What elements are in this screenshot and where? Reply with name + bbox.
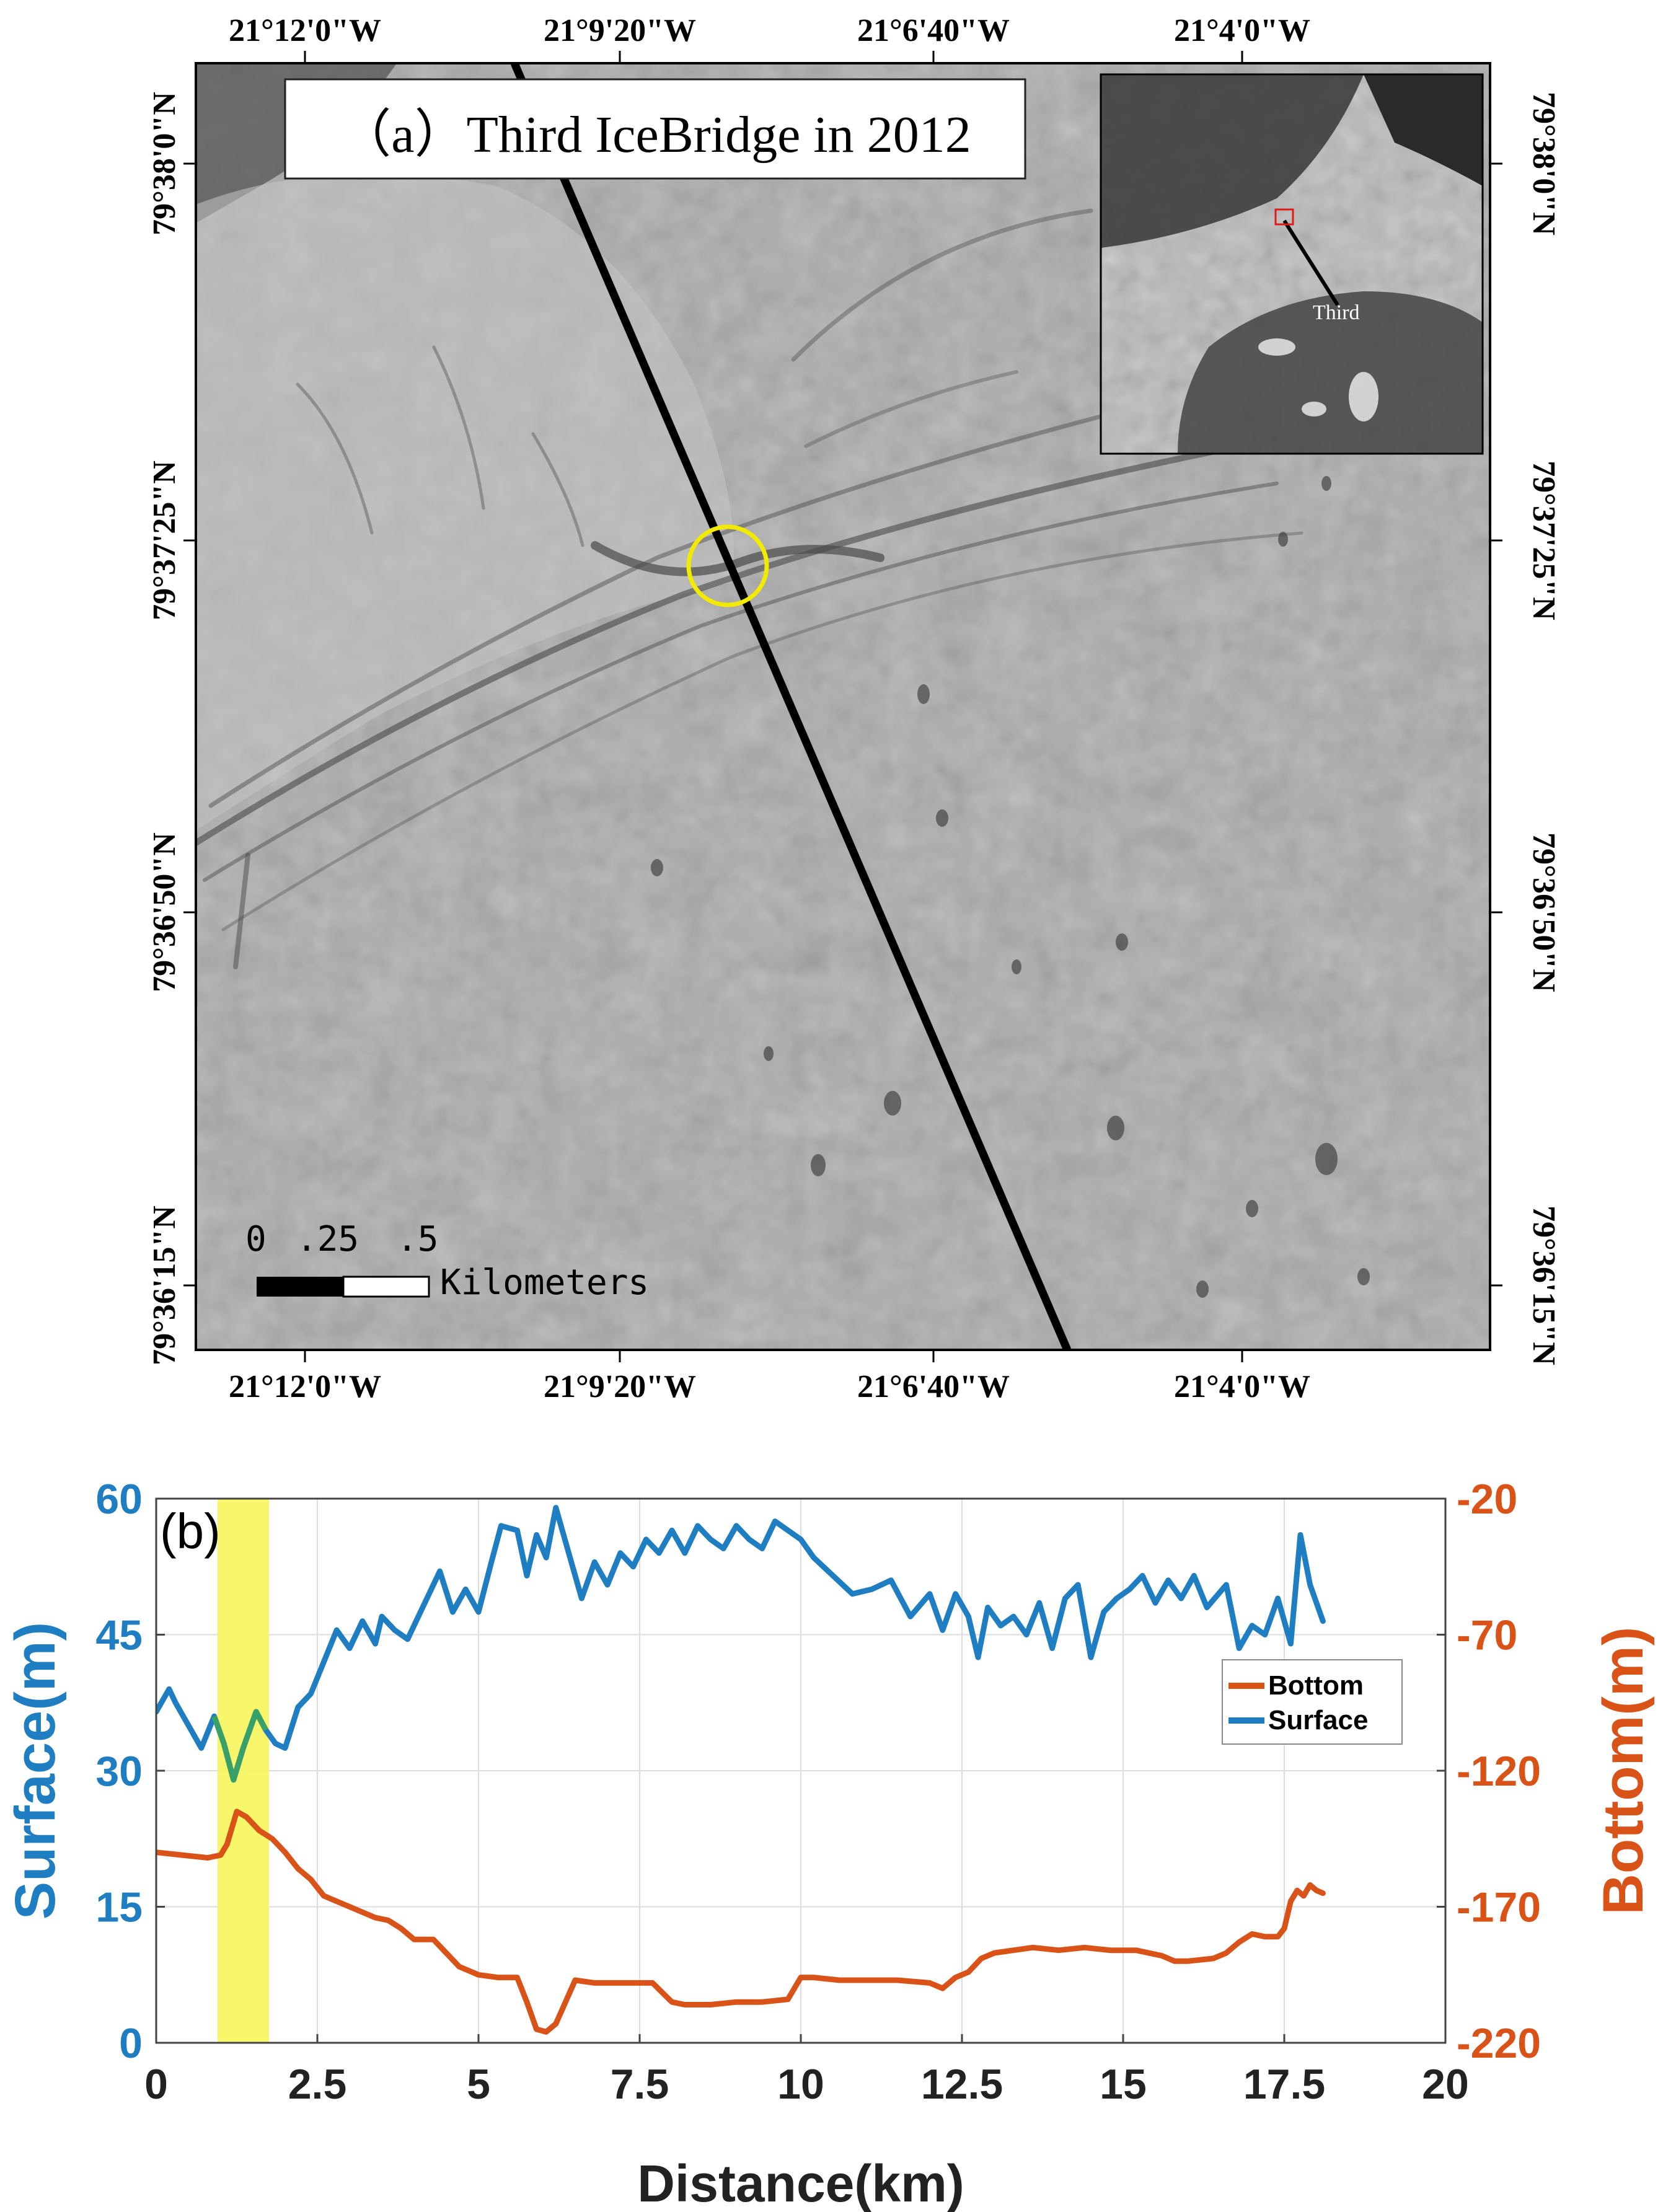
scale-unit: Kilometers — [440, 1262, 649, 1303]
series-layer — [156, 1505, 1326, 2035]
y-right-tick-label: -70 — [1457, 1612, 1517, 1659]
lat-right-2: 79°37'25"N — [1526, 460, 1561, 620]
axes: 0 2.5 5 7.5 10 12.5 15 17.5 20 0 15 30 45 60 -220 -170 -… — [4, 1476, 1655, 2212]
lat-ticks: 79°38'0"N 79°37'25"N 79°36'50"N 79°36'15… — [147, 92, 1561, 1365]
y-left-tick-label: 30 — [95, 1748, 143, 1795]
lon-top-4: 21°4'0"W — [1174, 13, 1310, 48]
series-line-surface — [156, 1505, 1326, 1783]
map-title: （a）Third IceBridge in 2012 — [339, 106, 971, 164]
y-right-tick-label: -170 — [1457, 1884, 1541, 1931]
y-left-axis-title: Surface(m) — [4, 1622, 67, 1920]
x-tick-label: 17.5 — [1243, 2061, 1325, 2108]
legend: Bottom Surface — [1222, 1659, 1403, 1745]
x-tick-label: 12.5 — [921, 2061, 1003, 2108]
series-line-surface-highlighted — [211, 1709, 268, 1783]
map-panel: （a）Third IceBridge in 2012 Third — [147, 13, 1561, 1404]
lon-top-1: 21°12'0"W — [229, 13, 381, 48]
lon-bottom-2: 21°9'20"W — [544, 1369, 696, 1404]
x-tick-label: 0 — [144, 2061, 168, 2108]
x-tick-label: 5 — [467, 2061, 490, 2108]
highlight-layer — [217, 1499, 269, 2043]
scale-tick-05: .5 — [397, 1219, 438, 1259]
inset-track — [1282, 219, 1339, 306]
x-tick-label: 2.5 — [288, 2061, 347, 2108]
lat-left-1: 79°38'0"N — [147, 92, 182, 236]
inset-location-box — [1274, 208, 1294, 226]
highlight-band — [217, 1499, 269, 2043]
legend-surface-label: Surface — [1268, 1705, 1368, 1735]
scale-bar: 0 .25 .5 Kilometers — [245, 1219, 649, 1303]
map-frame — [195, 62, 1491, 1351]
lon-bottom-1: 21°12'0"W — [229, 1369, 381, 1404]
chart-panel: 0 2.5 5 7.5 10 12.5 15 17.5 20 0 15 30 45 60 -220 -170 -… — [4, 1476, 1655, 2212]
map-title-box: （a）Third IceBridge in 2012 — [284, 78, 1026, 180]
flight-track — [511, 63, 1071, 1350]
scale-tick-025: .25 — [296, 1219, 359, 1259]
series-line-bottom — [156, 1809, 1326, 2035]
lat-left-4: 79°36'15"N — [147, 1205, 182, 1365]
x-axis-title: Distance(km) — [637, 2154, 964, 2212]
highlight-circle — [686, 524, 769, 607]
y-right-axis-title: Bottom(m) — [1592, 1627, 1655, 1915]
y-left-tick-label: 45 — [95, 1612, 143, 1659]
y-left-tick-label: 15 — [95, 1884, 143, 1931]
lon-bottom-4: 21°4'0"W — [1174, 1369, 1310, 1404]
lon-top-2: 21°9'20"W — [544, 13, 696, 48]
lat-right-4: 79°36'15"N — [1526, 1205, 1561, 1365]
x-tick-label: 20 — [1422, 2061, 1469, 2108]
y-left-tick-label: 60 — [95, 1476, 143, 1523]
y-right-tick-label: -20 — [1457, 1476, 1517, 1523]
inset-map: Third — [1100, 73, 1484, 455]
y-right-tick-label: -120 — [1457, 1748, 1541, 1795]
x-tick-label: 10 — [777, 2061, 824, 2108]
x-tick-label: 15 — [1100, 2061, 1147, 2108]
lat-left-3: 79°36'50"N — [147, 832, 182, 992]
lon-top-3: 21°6'40"W — [857, 13, 1010, 48]
inset-label: Third — [1313, 301, 1360, 324]
x-tick-label: 7.5 — [611, 2061, 669, 2108]
lon-bottom-3: 21°6'40"W — [857, 1369, 1010, 1404]
scale-tick-0: 0 — [245, 1219, 267, 1259]
lon-ticks: 21°12'0"W 21°9'20"W 21°6'40"W 21°4'0"W 2… — [229, 13, 1310, 1404]
y-right-tick-label: -220 — [1457, 2020, 1541, 2067]
lat-right-3: 79°36'50"N — [1526, 832, 1561, 992]
legend-bottom-label: Bottom — [1268, 1670, 1364, 1701]
inset-frame — [1100, 73, 1484, 455]
panel-b-tag: (b) — [160, 1504, 221, 1559]
lat-left-2: 79°37'25"N — [147, 460, 182, 620]
lat-right-1: 79°38'0"N — [1526, 92, 1561, 236]
y-left-tick-label: 0 — [119, 2020, 143, 2067]
